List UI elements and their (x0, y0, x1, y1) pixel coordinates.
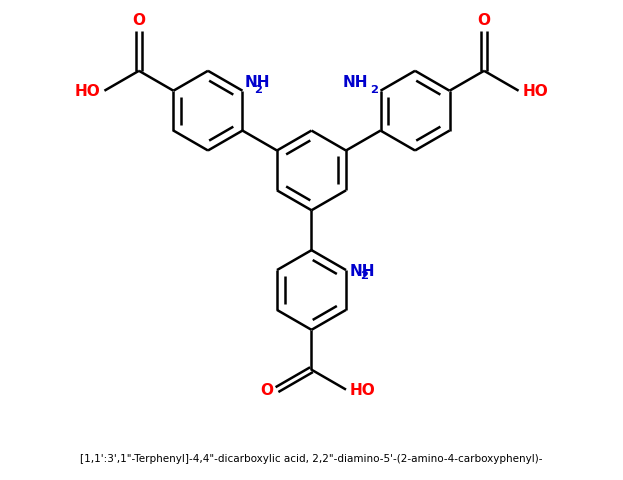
Text: [1,1':3',1"-Terphenyl]-4,4"-dicarboxylic acid, 2,2"-diamino-5'-(2-amino-4-carbox: [1,1':3',1"-Terphenyl]-4,4"-dicarboxylic… (80, 453, 543, 463)
Text: O: O (478, 13, 490, 28)
Text: 2: 2 (371, 84, 379, 94)
Text: 2: 2 (254, 84, 262, 94)
Text: HO: HO (75, 84, 100, 99)
Text: HO: HO (523, 84, 548, 99)
Text: NH: NH (343, 74, 369, 90)
Text: NH: NH (350, 263, 376, 278)
Text: NH: NH (244, 74, 270, 90)
Text: O: O (260, 382, 273, 397)
Text: HO: HO (350, 382, 376, 397)
Text: 2: 2 (360, 270, 368, 280)
Text: O: O (133, 13, 145, 28)
